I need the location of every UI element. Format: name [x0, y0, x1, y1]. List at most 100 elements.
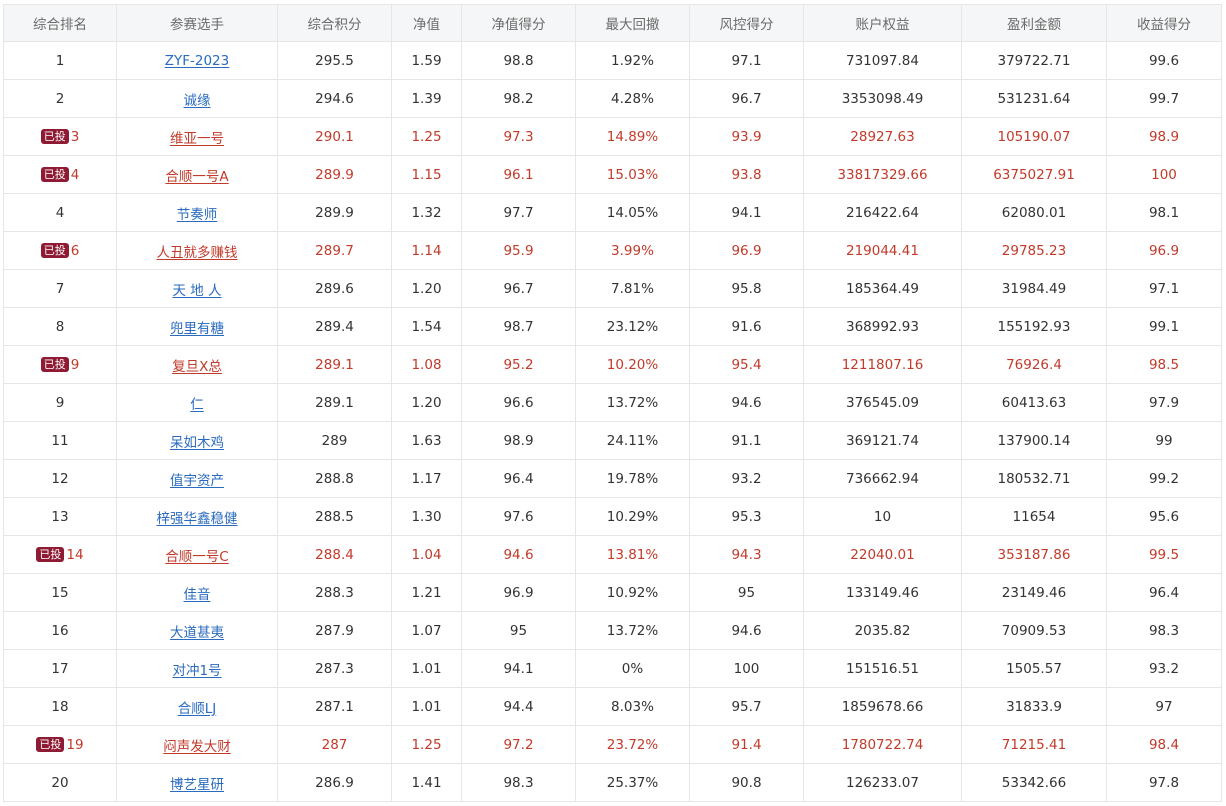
- rank-value: 1: [55, 52, 65, 69]
- header-player[interactable]: 参赛选手: [116, 4, 278, 42]
- cell-account-equity: 28927.63: [803, 117, 962, 156]
- player-link[interactable]: 兜里有糖: [170, 320, 224, 337]
- header-return-score[interactable]: 收益得分: [1106, 4, 1222, 42]
- cell-rank: 9: [3, 383, 117, 422]
- player-link[interactable]: 合顺一号A: [165, 168, 229, 185]
- cell-composite-score: 289.1: [277, 345, 392, 384]
- cell-rank: 18: [3, 687, 117, 726]
- cell-nav-score: 96.1: [461, 155, 576, 194]
- cell-composite-score: 288.5: [277, 497, 392, 536]
- cell-composite-score: 287.9: [277, 611, 392, 650]
- player-link[interactable]: 对冲1号: [172, 662, 222, 679]
- cell-player[interactable]: 人丑就多赚钱: [116, 231, 278, 270]
- cell-return-score: 100: [1106, 155, 1222, 194]
- cell-max-drawdown: 7.81%: [575, 269, 690, 308]
- cell-composite-score: 287: [277, 725, 392, 764]
- cell-player[interactable]: 佳音: [116, 573, 278, 612]
- cell-profit: 31833.9: [961, 687, 1107, 726]
- player-link[interactable]: 大道甚夷: [170, 624, 224, 641]
- cell-return-score: 98.4: [1106, 725, 1222, 764]
- player-link[interactable]: ZYF-2023: [164, 52, 230, 69]
- header-risk-score[interactable]: 风控得分: [689, 4, 804, 42]
- cell-player[interactable]: 合顺一号A: [116, 155, 278, 194]
- cell-player[interactable]: 值宇资产: [116, 459, 278, 498]
- cell-player[interactable]: 合顺一号C: [116, 535, 278, 574]
- cell-rank: 4: [3, 193, 117, 232]
- cell-risk-score: 94.3: [689, 535, 804, 574]
- player-link[interactable]: 博艺星研: [170, 776, 224, 793]
- rank-value: 8: [55, 318, 65, 335]
- player-link[interactable]: 仁: [190, 396, 204, 413]
- cell-max-drawdown: 10.20%: [575, 345, 690, 384]
- cell-max-drawdown: 25.37%: [575, 763, 690, 802]
- player-link[interactable]: 复旦X总: [172, 358, 222, 375]
- cell-return-score: 99.5: [1106, 535, 1222, 574]
- cell-player[interactable]: 呆如木鸡: [116, 421, 278, 460]
- player-link[interactable]: 合顺一号C: [165, 548, 229, 565]
- cell-nav-score: 98.9: [461, 421, 576, 460]
- cell-player[interactable]: 兜里有糖: [116, 307, 278, 346]
- player-link[interactable]: 人丑就多赚钱: [156, 244, 238, 261]
- header-composite-score[interactable]: 综合积分: [277, 4, 392, 42]
- cell-return-score: 99.2: [1106, 459, 1222, 498]
- cell-player[interactable]: 诚缘: [116, 79, 278, 118]
- cell-player[interactable]: 天 地 人: [116, 269, 278, 308]
- cell-player[interactable]: 维亚一号: [116, 117, 278, 156]
- header-max-drawdown[interactable]: 最大回撤: [575, 4, 690, 42]
- cell-player[interactable]: 仁: [116, 383, 278, 422]
- table-row: 8 兜里有糖 289.4 1.54 98.7 23.12% 91.6 368992.93 155…: [3, 307, 1222, 346]
- cell-risk-score: 91.4: [689, 725, 804, 764]
- cell-player[interactable]: 梓强华鑫稳健: [116, 497, 278, 536]
- cell-risk-score: 95.8: [689, 269, 804, 308]
- rank-value: 4: [70, 166, 80, 183]
- player-link[interactable]: 梓强华鑫稳健: [156, 510, 238, 527]
- cell-player[interactable]: 闷声发大财: [116, 725, 278, 764]
- cell-composite-score: 289.9: [277, 155, 392, 194]
- player-link[interactable]: 诚缘: [183, 92, 211, 109]
- header-profit[interactable]: 盈利金额: [961, 4, 1107, 42]
- cell-player[interactable]: 对冲1号: [116, 649, 278, 688]
- invested-badge: 已投: [36, 546, 65, 562]
- cell-nav-score: 97.2: [461, 725, 576, 764]
- cell-nav: 1.25: [391, 725, 462, 764]
- cell-player[interactable]: 博艺星研: [116, 763, 278, 802]
- cell-nav-score: 97.6: [461, 497, 576, 536]
- cell-return-score: 98.9: [1106, 117, 1222, 156]
- cell-composite-score: 289: [277, 421, 392, 460]
- cell-nav: 1.15: [391, 155, 462, 194]
- player-link[interactable]: 佳音: [183, 586, 211, 603]
- cell-risk-score: 97.1: [689, 41, 804, 80]
- player-link[interactable]: 节奏师: [176, 206, 218, 223]
- player-link[interactable]: 呆如木鸡: [170, 434, 224, 451]
- cell-rank: 已投 9: [3, 345, 117, 384]
- cell-composite-score: 287.3: [277, 649, 392, 688]
- cell-max-drawdown: 13.72%: [575, 611, 690, 650]
- cell-profit: 70909.53: [961, 611, 1107, 650]
- player-link[interactable]: 天 地 人: [172, 282, 222, 299]
- cell-player[interactable]: 合顺LJ: [116, 687, 278, 726]
- table-row: 16 大道甚夷 287.9 1.07 95 13.72% 94.6 2035.82 70909.…: [3, 611, 1222, 650]
- cell-risk-score: 94.6: [689, 611, 804, 650]
- header-nav[interactable]: 净值: [391, 4, 462, 42]
- cell-max-drawdown: 24.11%: [575, 421, 690, 460]
- player-link[interactable]: 闷声发大财: [163, 738, 231, 755]
- cell-account-equity: 126233.07: [803, 763, 962, 802]
- table-row: 11 呆如木鸡 289 1.63 98.9 24.11% 91.1 369121.74 1379…: [3, 421, 1222, 460]
- header-account-equity[interactable]: 账户权益: [803, 4, 962, 42]
- table-row: 已投 4 合顺一号A 289.9 1.15 96.1 15.03% 93.8 33817329.…: [3, 155, 1222, 194]
- header-rank[interactable]: 综合排名: [3, 4, 117, 42]
- player-link[interactable]: 维亚一号: [170, 130, 224, 147]
- rank-value: 12: [51, 470, 69, 487]
- player-link[interactable]: 合顺LJ: [177, 700, 217, 717]
- cell-player[interactable]: 复旦X总: [116, 345, 278, 384]
- header-nav-score[interactable]: 净值得分: [461, 4, 576, 42]
- cell-profit: 76926.4: [961, 345, 1107, 384]
- cell-player[interactable]: 大道甚夷: [116, 611, 278, 650]
- player-link[interactable]: 值宇资产: [170, 472, 224, 489]
- cell-return-score: 98.3: [1106, 611, 1222, 650]
- cell-risk-score: 93.2: [689, 459, 804, 498]
- rank-value: 6: [70, 242, 80, 259]
- cell-player[interactable]: ZYF-2023: [116, 41, 278, 80]
- cell-player[interactable]: 节奏师: [116, 193, 278, 232]
- cell-composite-score: 287.1: [277, 687, 392, 726]
